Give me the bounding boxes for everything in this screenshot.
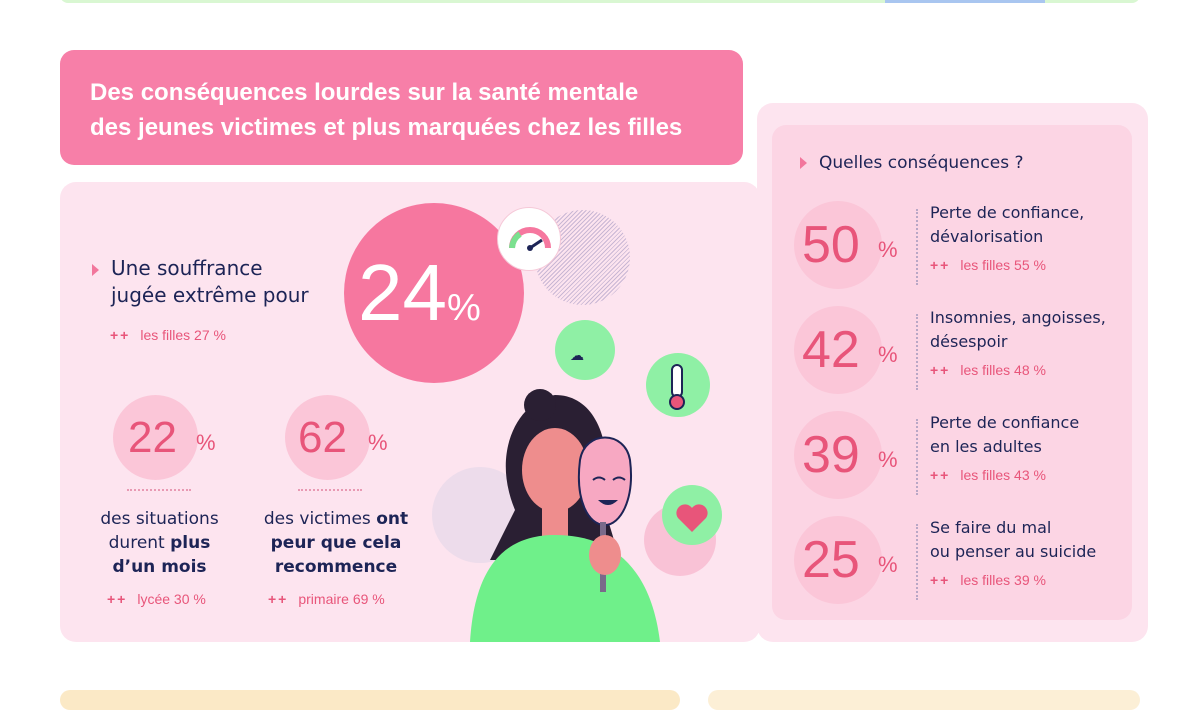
bullet-triangle-icon [92, 263, 99, 276]
note-text: primaire 69 % [298, 591, 385, 607]
label-line-2: en les adultes [930, 437, 1042, 456]
gauge-icon [497, 207, 561, 271]
item-note: ++ les filles 39 % [930, 572, 1046, 588]
value-circle [794, 201, 882, 289]
dotted-separator [916, 209, 918, 285]
stat-value: 22 [128, 413, 177, 462]
stat-note: ++ lycée 30 % [107, 591, 206, 607]
item-value: 25 [802, 531, 860, 589]
title-line-1: Des conséquences lourdes sur la santé me… [90, 79, 639, 106]
item-note: ++ les filles 48 % [930, 362, 1046, 378]
item-label: Se faire du mal ou penser au suicide [930, 516, 1096, 564]
item-label: Perte de confiance en les adultes [930, 411, 1079, 459]
item-label: Perte de confiance, dévalorisation [930, 201, 1084, 249]
stat-value: 62 [298, 413, 347, 462]
stat-description: des situations durent plus d’un mois [92, 507, 227, 579]
item-note: ++ les filles 43 % [930, 467, 1046, 483]
item-unit: % [878, 447, 898, 472]
dotted-separator [916, 314, 918, 390]
value-circle [794, 411, 882, 499]
dotted-divider [127, 489, 191, 491]
heading-text: Quelles conséquences ? [819, 153, 1024, 173]
headline-line-2: jugée extrême pour [111, 283, 309, 307]
desc-normal: des situations durent [100, 509, 219, 553]
item-value: 42 [802, 321, 860, 379]
value-unit: % [446, 287, 481, 329]
note-text: les filles 55 % [960, 257, 1046, 273]
headline-circle [344, 203, 524, 383]
girl-with-mask-illustration: ☁ [432, 320, 722, 642]
item-label: Insomnies, angoisses, désespoir [930, 306, 1106, 354]
plus-marker: ++ [930, 572, 951, 588]
consequences-heading: Quelles conséquences ? [800, 153, 1024, 173]
stat-note: ++ primaire 69 % [268, 591, 385, 607]
dotted-separator [916, 419, 918, 495]
stat-unit: % [196, 430, 216, 455]
plus-marker: ++ [930, 257, 951, 273]
stat-circle [285, 395, 370, 480]
label-line-2: ou penser au suicide [930, 542, 1097, 561]
desc-normal: des victimes [263, 509, 377, 529]
label-line-1: Se faire du mal [930, 518, 1052, 537]
dotted-divider [298, 489, 362, 491]
headline-note: ++ les filles 27 % [110, 327, 226, 343]
previous-section-strip [60, 0, 1140, 3]
label-line-1: Perte de confiance [930, 413, 1080, 432]
note-text: les filles 39 % [960, 572, 1046, 588]
item-note: ++ les filles 55 % [930, 257, 1046, 273]
consequence-item: 25 % Se faire du mal ou penser au suicide… [772, 516, 1132, 616]
previous-section-accent [885, 0, 1045, 3]
item-unit: % [878, 237, 898, 262]
section-title: Des conséquences lourdes sur la santé me… [60, 50, 743, 165]
plus-marker: ++ [930, 467, 951, 483]
label-line-2: désespoir [930, 332, 1008, 351]
item-unit: % [878, 552, 898, 577]
value-number: 24 [358, 248, 447, 337]
note-text: les filles 43 % [960, 467, 1046, 483]
stat-description: des victimes ont peur que cela recommenc… [256, 507, 416, 579]
value-circle [794, 516, 882, 604]
desc-bold: ont peur que cela recommence [270, 509, 409, 577]
title-line-2: des jeunes victimes et plus marquées che… [90, 114, 683, 141]
next-section-strip [60, 690, 680, 710]
bullet-triangle-icon [800, 157, 807, 169]
item-value: 50 [802, 216, 860, 274]
headline-line-1: Une souffrance [111, 256, 263, 280]
headline-value: 24% [358, 248, 481, 353]
consequence-item: 50 % Perte de confiance, dévalorisation +… [772, 201, 1132, 301]
plus-marker: ++ [107, 591, 128, 607]
headline-text: Une souffrance jugée extrême pour [92, 255, 309, 309]
stat-circle [113, 395, 198, 480]
stat-unit: % [368, 430, 388, 455]
consequences-panel: Quelles conséquences ? 50 % Perte de con… [772, 125, 1132, 620]
dotted-separator [916, 524, 918, 600]
item-unit: % [878, 342, 898, 367]
plus-marker: ++ [930, 362, 951, 378]
label-line-2: dévalorisation [930, 227, 1044, 246]
note-text: les filles 48 % [960, 362, 1046, 378]
note-text: les filles 27 % [140, 327, 226, 343]
desc-bold: plus d’un mois [112, 533, 211, 577]
svg-text:☁: ☁ [570, 348, 584, 364]
note-text: lycée 30 % [137, 591, 206, 607]
next-section-strip [708, 690, 1140, 710]
consequence-item: 39 % Perte de confiance en les adultes ++… [772, 411, 1132, 511]
item-value: 39 [802, 426, 860, 484]
plus-marker: ++ [110, 327, 131, 343]
plus-marker: ++ [268, 591, 289, 607]
value-circle [794, 306, 882, 394]
label-line-1: Perte de confiance, [930, 203, 1085, 222]
label-line-1: Insomnies, angoisses, [930, 308, 1106, 327]
consequence-item: 42 % Insomnies, angoisses, désespoir ++ le… [772, 306, 1132, 406]
